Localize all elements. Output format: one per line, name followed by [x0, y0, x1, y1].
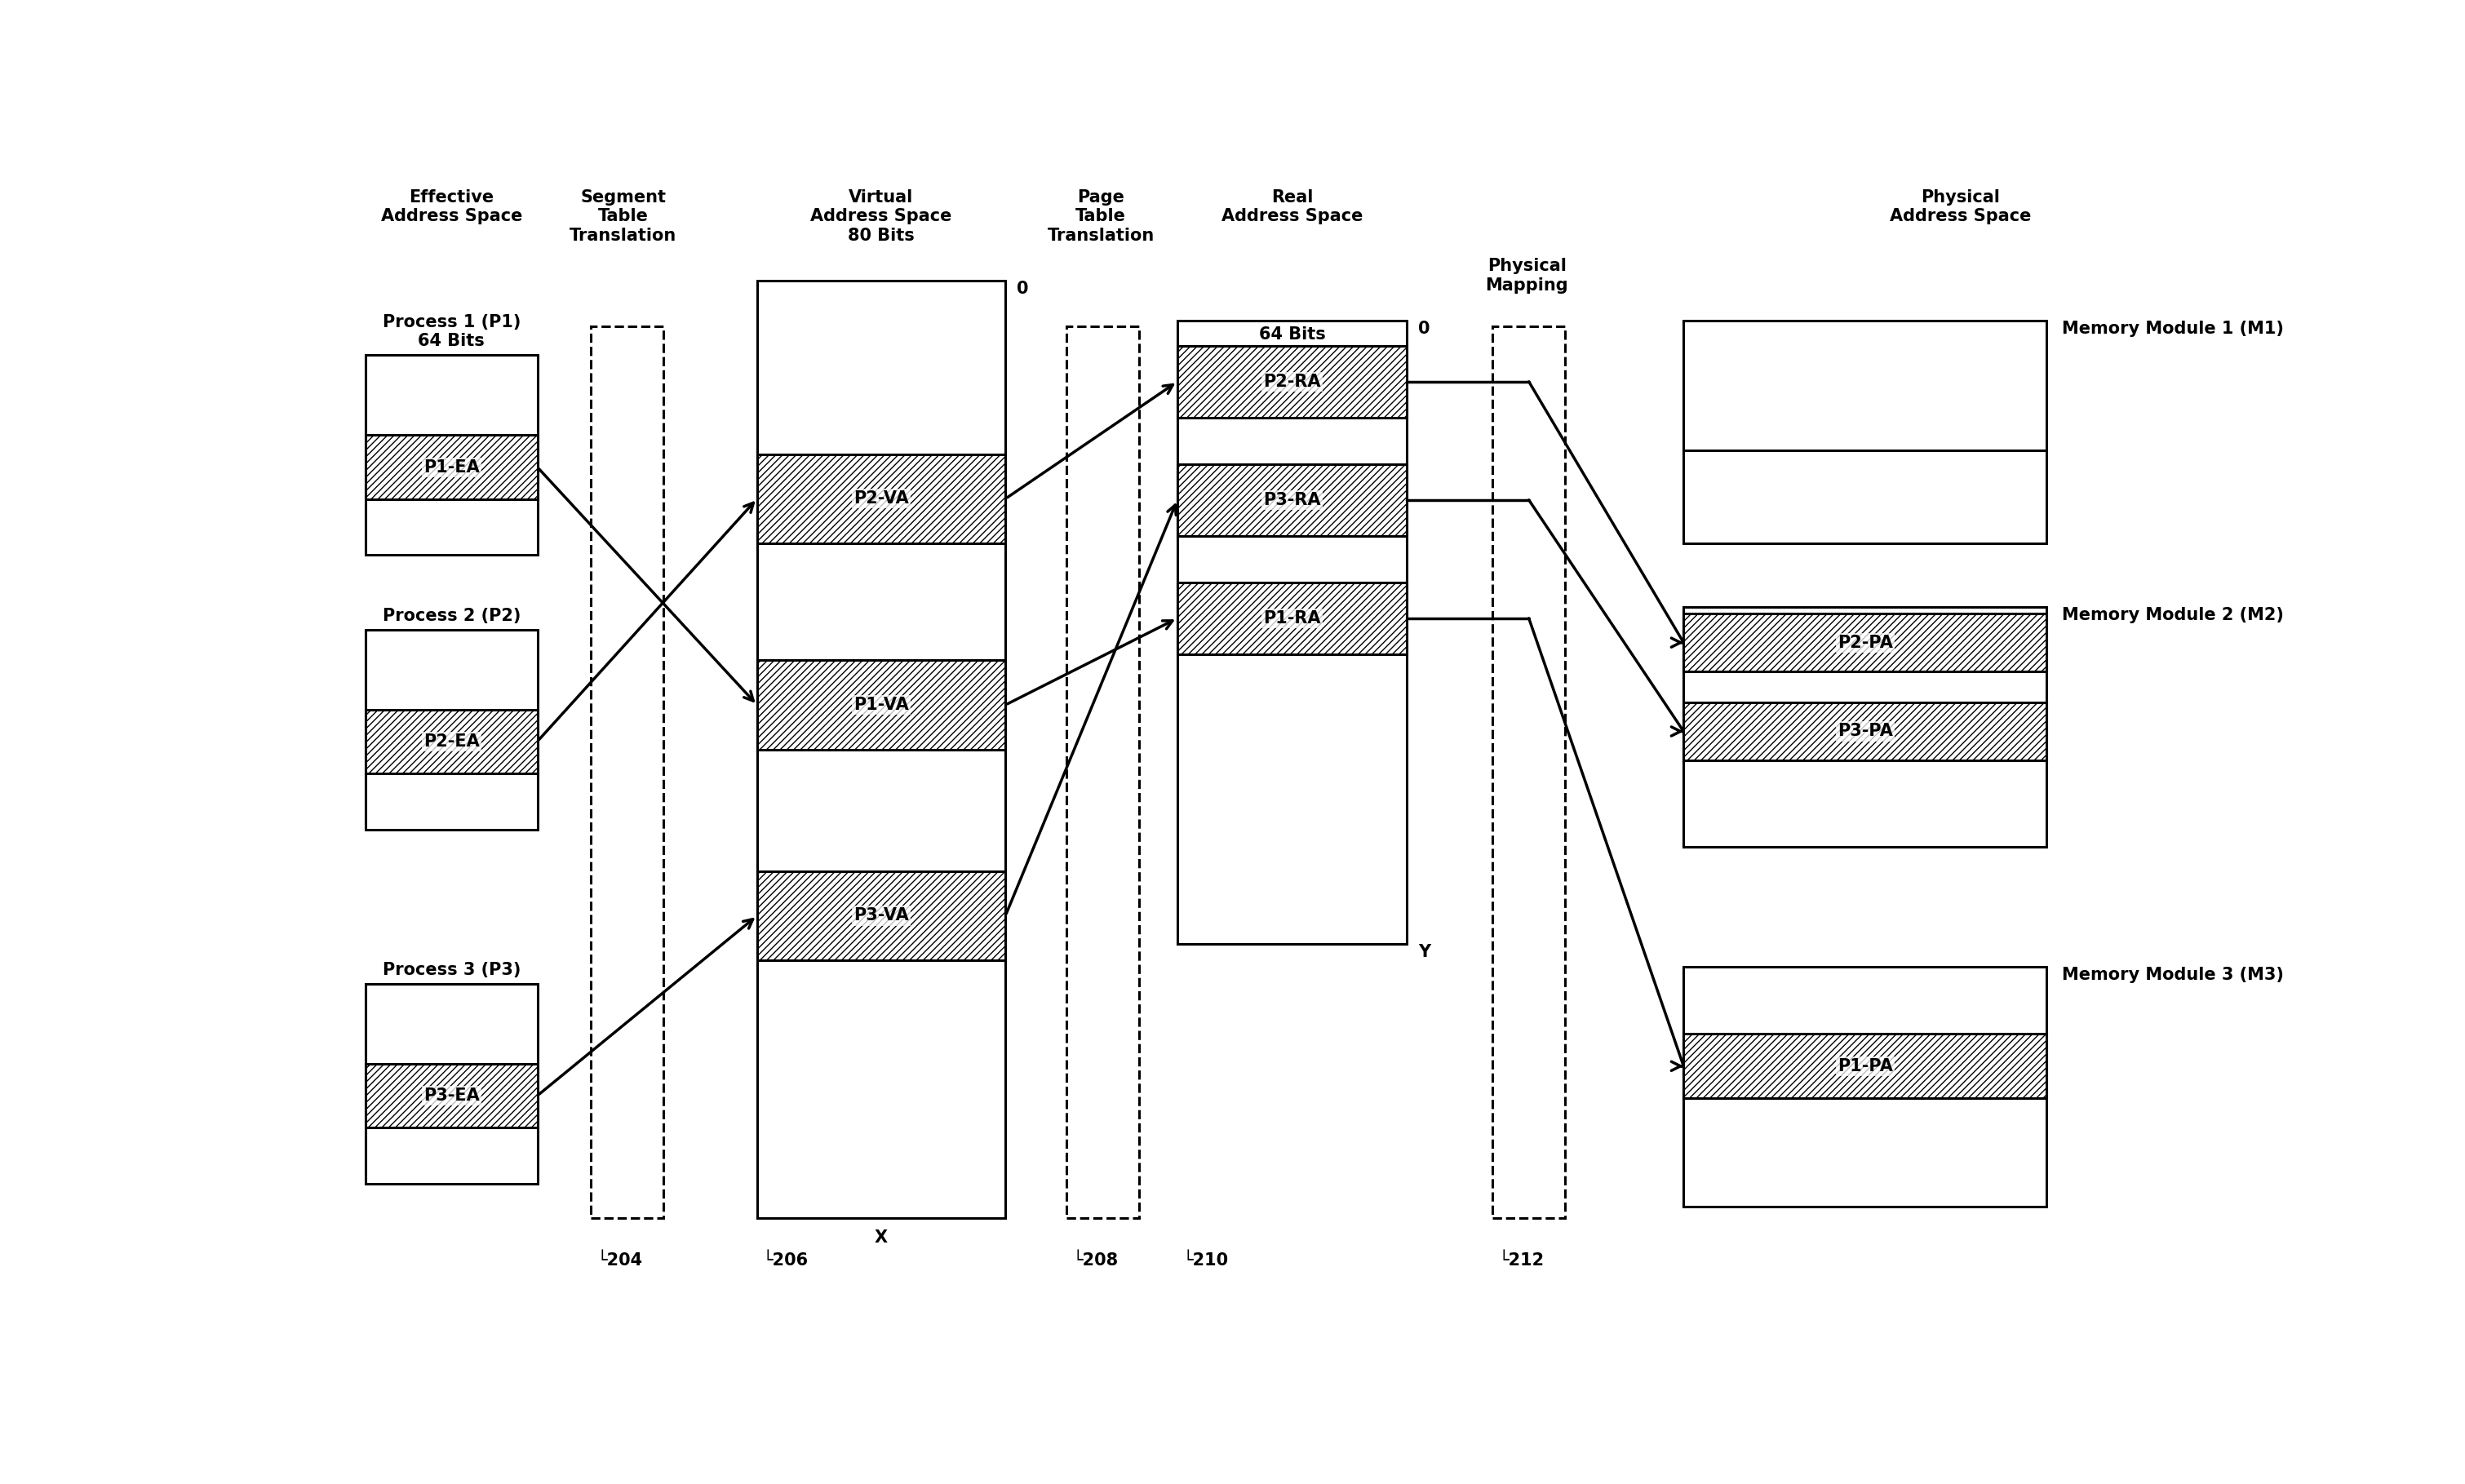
Text: P2-PA: P2-PA — [1836, 635, 1893, 651]
Text: X: X — [875, 1229, 887, 1245]
Text: P3-PA: P3-PA — [1836, 723, 1893, 739]
Text: Memory Module 2 (M2): Memory Module 2 (M2) — [2061, 607, 2283, 623]
Text: └204: └204 — [597, 1252, 643, 1269]
Bar — [1178, 464, 1408, 536]
Text: 0: 0 — [1018, 280, 1028, 297]
Bar — [365, 435, 537, 499]
Text: P2-VA: P2-VA — [853, 491, 910, 508]
Text: P1-VA: P1-VA — [853, 697, 910, 714]
Text: └210: └210 — [1183, 1252, 1230, 1269]
Text: Effective
Address Space: Effective Address Space — [380, 190, 523, 224]
Bar — [1178, 321, 1408, 944]
Text: P2-RA: P2-RA — [1262, 374, 1321, 390]
Bar — [365, 709, 537, 773]
Text: P1-RA: P1-RA — [1262, 610, 1321, 626]
Bar — [1684, 1034, 2046, 1098]
Bar — [1494, 326, 1565, 1218]
Text: └208: └208 — [1072, 1252, 1119, 1269]
Bar — [757, 280, 1006, 1218]
Text: Page
Table
Translation: Page Table Translation — [1048, 190, 1154, 243]
Text: P3-EA: P3-EA — [424, 1088, 481, 1104]
Bar — [1684, 607, 2046, 846]
Text: Segment
Table
Translation: Segment Table Translation — [569, 190, 678, 243]
Bar — [1067, 326, 1139, 1218]
Text: Process 2 (P2): Process 2 (P2) — [382, 607, 520, 623]
Bar — [1684, 614, 2046, 671]
Text: Y: Y — [1417, 944, 1430, 960]
Bar — [757, 660, 1006, 749]
Text: └206: └206 — [762, 1252, 809, 1269]
Bar — [1684, 966, 2046, 1206]
Text: 64 Bits: 64 Bits — [1260, 326, 1326, 343]
Text: 0: 0 — [1417, 321, 1430, 337]
Bar — [757, 454, 1006, 543]
Bar — [365, 629, 537, 830]
Text: Virtual
Address Space
80 Bits: Virtual Address Space 80 Bits — [811, 190, 951, 243]
Text: Physical
Mapping: Physical Mapping — [1486, 258, 1568, 294]
Text: P3-RA: P3-RA — [1262, 491, 1321, 508]
Bar — [1684, 321, 2046, 543]
Bar — [365, 355, 537, 555]
Text: Memory Module 3 (M3): Memory Module 3 (M3) — [2061, 966, 2283, 982]
Text: P3-VA: P3-VA — [853, 908, 910, 925]
Text: └212: └212 — [1499, 1252, 1543, 1269]
Text: Physical
Address Space: Physical Address Space — [1891, 190, 2031, 224]
Bar — [1684, 702, 2046, 760]
Bar — [365, 1064, 537, 1128]
Text: P2-EA: P2-EA — [424, 733, 481, 749]
Text: Process 1 (P1)
64 Bits: Process 1 (P1) 64 Bits — [382, 315, 520, 350]
Bar — [365, 984, 537, 1184]
Text: Real
Address Space: Real Address Space — [1220, 190, 1363, 224]
Bar — [592, 326, 663, 1218]
Bar — [1178, 583, 1408, 654]
Text: Process 3 (P3): Process 3 (P3) — [382, 962, 520, 978]
Text: P1-PA: P1-PA — [1836, 1058, 1893, 1074]
Bar — [757, 871, 1006, 960]
Bar — [1178, 346, 1408, 417]
Text: Memory Module 1 (M1): Memory Module 1 (M1) — [2061, 321, 2283, 337]
Text: P1-EA: P1-EA — [424, 459, 481, 475]
